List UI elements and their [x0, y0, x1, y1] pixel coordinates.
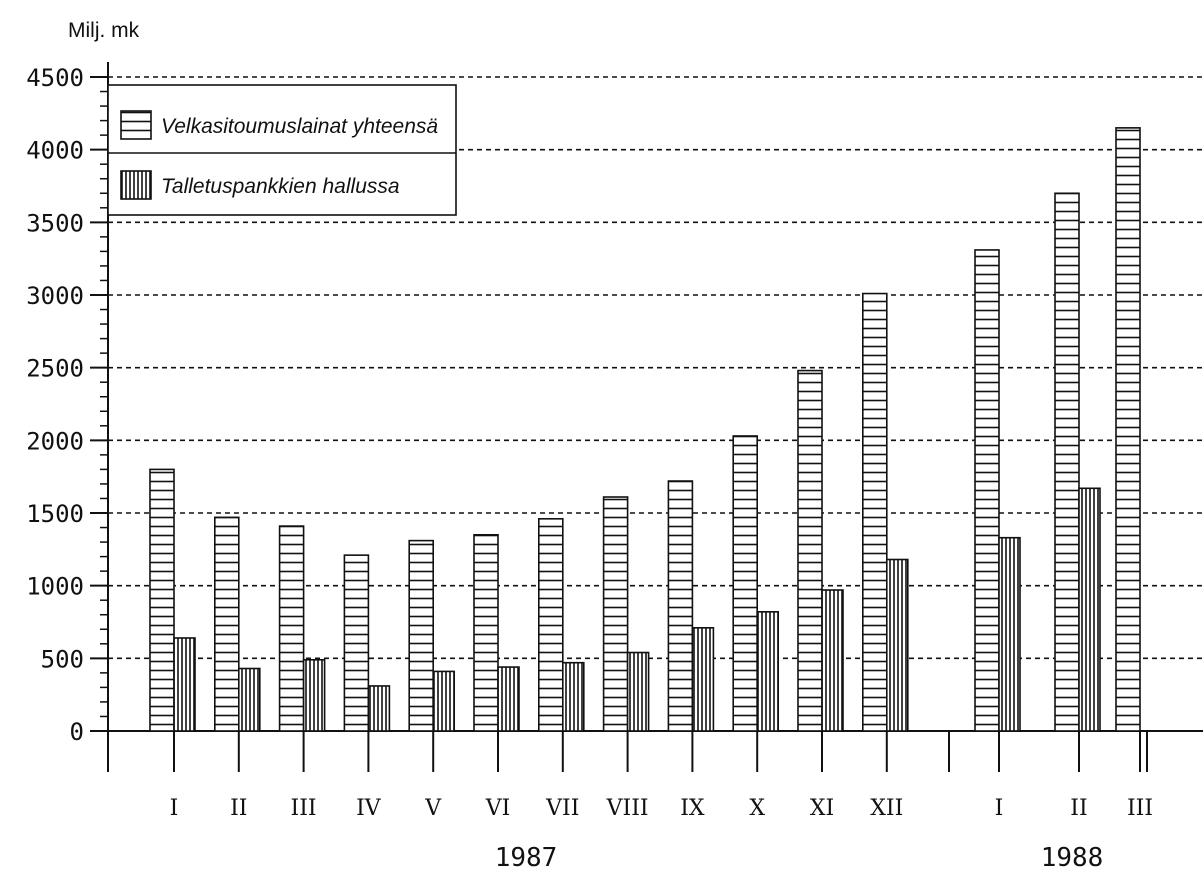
- bar-banks: [998, 536, 1021, 732]
- y-tick-label: 2000: [26, 427, 84, 455]
- x-tick-label: VI: [485, 796, 511, 821]
- legend: Velkasitoumuslainat yhteensä Talletuspan…: [107, 84, 457, 216]
- y-unit-label: Milj. mk: [68, 19, 140, 42]
- x-tick-label: I: [170, 796, 179, 821]
- bar-banks: [885, 558, 909, 732]
- bar-total: [732, 435, 759, 732]
- year-label-1987: 1987: [495, 843, 558, 870]
- legend-swatch-banks: [120, 170, 152, 200]
- x-tick-label: I: [995, 796, 1004, 821]
- bar-total: [861, 292, 888, 732]
- x-tick-label: II: [230, 796, 247, 821]
- x-tick-label: VII: [545, 796, 579, 821]
- bar-total: [473, 533, 499, 732]
- y-tick-label: 1500: [26, 500, 84, 528]
- x-tick-label: VIII: [606, 796, 649, 821]
- year-label-1988: 1988: [1041, 843, 1104, 870]
- x-tick-label: XII: [870, 796, 903, 821]
- bar-banks: [173, 637, 196, 732]
- bar-total: [408, 539, 435, 732]
- bar-banks: [1078, 487, 1101, 732]
- y-tick-label: 3000: [26, 282, 84, 310]
- bar-total: [343, 554, 370, 732]
- x-tick-label: XI: [810, 796, 834, 821]
- y-tick-label: 4500: [26, 64, 84, 92]
- bar-banks: [821, 589, 844, 732]
- y-tick-label: 4000: [26, 137, 84, 165]
- y-tick-label: 3500: [26, 209, 84, 237]
- bar-total: [974, 249, 1000, 732]
- x-tick-label: V: [424, 796, 442, 821]
- bar-banks: [367, 685, 391, 732]
- x-tick-label: X: [749, 796, 765, 821]
- bar-total: [278, 525, 305, 732]
- bars: [149, 127, 1141, 732]
- bar-banks: [238, 667, 261, 732]
- x-tick-label: IV: [356, 796, 382, 821]
- bar-total: [667, 480, 694, 732]
- legend-swatch-total: [120, 110, 152, 140]
- bar-total: [1115, 127, 1141, 732]
- legend-label-banks: Talletuspankkien hallussa: [161, 175, 400, 198]
- bar-banks: [691, 627, 715, 732]
- bar-banks: [756, 611, 780, 732]
- bar-total: [214, 516, 240, 732]
- x-tick-label: III: [291, 796, 317, 821]
- y-tick-label: 500: [41, 645, 84, 673]
- x-tick-label: IX: [680, 796, 705, 821]
- x-tick-label: III: [1127, 796, 1153, 821]
- y-tick-label: 2500: [26, 355, 84, 383]
- y-tick-label: 0: [70, 718, 84, 746]
- legend-label-total: Velkasitoumuslainat yhteensä: [161, 115, 438, 138]
- bar-total: [797, 369, 823, 732]
- legend-box: [107, 84, 457, 216]
- bar-total: [537, 518, 564, 732]
- x-tick-label: II: [1070, 796, 1087, 821]
- bar-total: [149, 468, 175, 732]
- y-tick-label: 1000: [26, 573, 84, 601]
- bar-banks: [302, 658, 326, 732]
- bar-total: [1054, 192, 1080, 732]
- bar-banks: [626, 651, 650, 732]
- bar-banks: [432, 670, 456, 732]
- bar-banks: [561, 661, 585, 732]
- bar-banks: [497, 666, 520, 732]
- bar-total: [602, 496, 629, 732]
